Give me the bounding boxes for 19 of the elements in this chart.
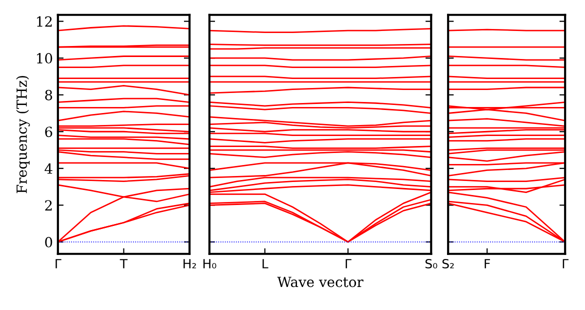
y-tick-label: 6 [45,126,52,138]
y-tick-label: 2 [45,200,52,210]
x-tick-label: S₀ [425,258,438,268]
x-tick-label: T [120,259,128,268]
x-tick-label: Γ [346,259,352,268]
x-tick-label: H₀ [203,259,216,268]
y-tick-label: 0 [45,236,52,248]
y-axis-title: Frequency (THz) [16,76,30,194]
x-tick-label: L [262,259,268,268]
x-tick-label: F [484,259,490,268]
x-tick-label: Γ [562,259,569,268]
y-tick-label: 10 [37,53,52,64]
x-axis-title: Wave vector [277,276,364,288]
x-tick-label: S₂ [442,258,454,268]
y-tick-label: 12 [37,16,52,27]
x-tick-label: H₂ [184,259,196,268]
y-tick-label: 8 [45,90,52,100]
y-tick-label: 4 [44,163,52,174]
x-tick-label: Γ [56,259,62,268]
